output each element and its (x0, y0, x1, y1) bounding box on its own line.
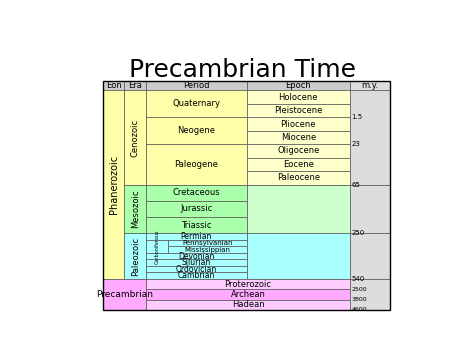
Bar (146, 90, 247, 117)
Bar (247, 90, 350, 104)
Bar (146, 240, 168, 253)
Bar (146, 144, 247, 185)
Bar (146, 81, 247, 90)
Text: Eocene: Eocene (283, 160, 314, 169)
Bar (247, 185, 350, 233)
Bar (350, 279, 390, 310)
Bar (247, 158, 350, 171)
Text: 23: 23 (351, 141, 360, 147)
Text: Paleocene: Paleocene (277, 174, 320, 182)
Bar (350, 185, 390, 233)
Bar (247, 131, 350, 144)
Bar (350, 81, 390, 90)
Text: Ordovician: Ordovician (176, 265, 217, 274)
Bar (247, 233, 350, 279)
Bar (146, 300, 350, 310)
Bar (103, 81, 390, 310)
Text: Phanerozoic: Phanerozoic (109, 155, 119, 214)
Text: Paleogene: Paleogene (174, 160, 219, 169)
Bar (247, 104, 350, 117)
Text: Pleistocene: Pleistocene (274, 106, 322, 115)
Bar (247, 81, 350, 90)
Bar (247, 117, 350, 131)
Text: Quaternary: Quaternary (173, 99, 220, 108)
Text: Mississippian: Mississippian (184, 246, 230, 252)
Bar (146, 201, 247, 217)
Bar (146, 217, 247, 233)
Bar (103, 81, 124, 90)
Text: Pennsylvanian: Pennsylvanian (182, 240, 233, 246)
Bar (350, 233, 390, 279)
Bar (247, 171, 350, 185)
Text: 1.5: 1.5 (351, 114, 363, 120)
Text: Era: Era (128, 81, 142, 90)
Bar (146, 289, 350, 300)
Bar (124, 233, 146, 279)
Text: Paleozoic: Paleozoic (131, 236, 140, 275)
Text: 2500: 2500 (351, 287, 367, 292)
Text: Period: Period (183, 81, 210, 90)
Text: Silurian: Silurian (182, 258, 211, 267)
Bar (146, 260, 247, 266)
Text: 4600: 4600 (351, 307, 367, 312)
Text: Triassic: Triassic (181, 220, 212, 230)
Bar (146, 272, 247, 279)
Text: Cenozoic: Cenozoic (131, 119, 140, 157)
Text: Proterozoic: Proterozoic (225, 280, 272, 289)
Bar (146, 266, 247, 272)
Bar (350, 90, 390, 185)
Text: m.y.: m.y. (362, 81, 379, 90)
Bar (247, 144, 350, 158)
Bar (103, 90, 124, 279)
Text: Oligocene: Oligocene (277, 147, 319, 155)
Text: Miocene: Miocene (281, 133, 316, 142)
Bar (146, 185, 247, 201)
Bar (146, 253, 247, 260)
Text: Cretaceous: Cretaceous (173, 188, 220, 197)
Text: Precambrian: Precambrian (96, 290, 153, 299)
Bar (103, 279, 146, 310)
Text: Archean: Archean (230, 290, 265, 299)
Text: 65: 65 (351, 182, 360, 188)
Bar (124, 81, 146, 90)
Text: Pliocene: Pliocene (281, 120, 316, 129)
Text: Precambrian Time: Precambrian Time (129, 58, 356, 82)
Bar (124, 90, 146, 185)
Text: 540: 540 (351, 276, 365, 282)
Text: Epoch: Epoch (285, 81, 311, 90)
Bar (146, 279, 350, 289)
Text: Holocene: Holocene (279, 93, 318, 102)
Text: Eon: Eon (106, 81, 122, 90)
Bar (146, 117, 247, 144)
Bar (124, 185, 146, 233)
Text: Hadean: Hadean (232, 300, 264, 309)
Bar (168, 240, 247, 246)
Text: 3800: 3800 (351, 297, 367, 302)
Text: 250: 250 (351, 230, 365, 236)
Text: Permian: Permian (181, 232, 212, 241)
Bar (146, 233, 247, 240)
Text: Mesozoic: Mesozoic (131, 190, 140, 228)
Text: Jurassic: Jurassic (180, 204, 212, 213)
Text: Cambrian: Cambrian (178, 271, 215, 280)
Text: Devonian: Devonian (178, 252, 215, 261)
Text: Carboniferous: Carboniferous (155, 229, 160, 263)
Bar (168, 246, 247, 253)
Text: Neogene: Neogene (177, 126, 215, 135)
